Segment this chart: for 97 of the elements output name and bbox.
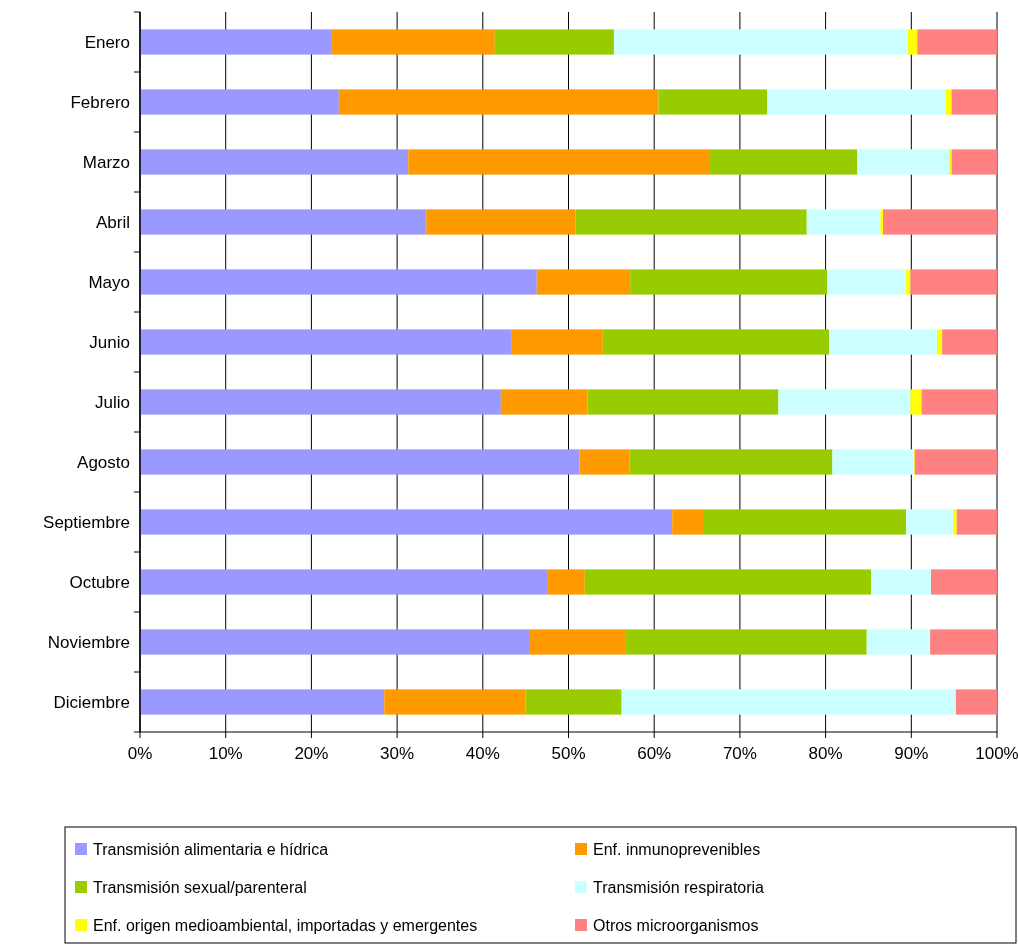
y-tick-label: Junio bbox=[89, 332, 130, 352]
bar bbox=[778, 389, 911, 415]
bar bbox=[806, 209, 881, 235]
bar bbox=[140, 89, 339, 115]
bar bbox=[703, 509, 907, 535]
x-tick-label: 50% bbox=[551, 744, 586, 763]
bar bbox=[140, 329, 512, 355]
bar bbox=[529, 629, 626, 655]
bar bbox=[906, 509, 954, 535]
bar bbox=[907, 29, 918, 55]
x-tick-label: 100% bbox=[975, 744, 1018, 763]
bar bbox=[883, 209, 997, 235]
bar bbox=[536, 269, 631, 295]
x-tick-label: 80% bbox=[808, 744, 843, 763]
bar bbox=[140, 149, 409, 175]
bar bbox=[827, 269, 907, 295]
bar bbox=[625, 629, 867, 655]
y-tick-label: Septiembre bbox=[43, 512, 130, 532]
bar bbox=[931, 569, 997, 595]
bar bbox=[951, 149, 997, 175]
bar bbox=[930, 629, 997, 655]
y-tick-label: Enero bbox=[84, 32, 130, 52]
bar bbox=[921, 389, 997, 415]
bar bbox=[767, 89, 946, 115]
bar bbox=[140, 449, 580, 475]
bar bbox=[871, 569, 932, 595]
bar bbox=[500, 389, 588, 415]
y-tick-label: Agosto bbox=[77, 452, 130, 472]
bar bbox=[547, 569, 585, 595]
bar bbox=[621, 689, 956, 715]
bar bbox=[331, 29, 495, 55]
x-tick-label: 10% bbox=[208, 744, 243, 763]
bar bbox=[832, 449, 914, 475]
bar bbox=[672, 509, 704, 535]
bar bbox=[910, 269, 997, 295]
x-tick-label: 40% bbox=[465, 744, 500, 763]
legend-label: Transmisión sexual/parenteral bbox=[93, 878, 307, 896]
bar bbox=[880, 209, 884, 235]
bar bbox=[602, 329, 830, 355]
bar bbox=[140, 509, 673, 535]
y-tick-label: Marzo bbox=[82, 152, 130, 172]
bar bbox=[140, 269, 537, 295]
bar bbox=[906, 269, 911, 295]
bar bbox=[937, 329, 943, 355]
y-tick-label: Diciembre bbox=[53, 692, 130, 712]
legend-label: Transmisión respiratoria bbox=[593, 878, 765, 896]
bar bbox=[910, 389, 922, 415]
bar bbox=[629, 449, 833, 475]
bar bbox=[579, 449, 630, 475]
bar bbox=[140, 29, 332, 55]
x-tick-label: 20% bbox=[294, 744, 329, 763]
bar bbox=[426, 209, 576, 235]
x-tick-label: 0% bbox=[127, 744, 153, 763]
y-tick-label: Abril bbox=[95, 212, 130, 232]
bar bbox=[140, 209, 427, 235]
x-tick-label: 90% bbox=[894, 744, 929, 763]
bar bbox=[956, 509, 997, 535]
bar bbox=[613, 29, 908, 55]
bar bbox=[384, 689, 526, 715]
bar bbox=[917, 29, 997, 55]
legend-label: Enf. inmunoprevenibles bbox=[593, 840, 761, 858]
y-tick-label: Octubre bbox=[69, 572, 130, 592]
bar bbox=[494, 29, 614, 55]
bar bbox=[945, 89, 952, 115]
x-tick-label: 30% bbox=[380, 744, 415, 763]
bar bbox=[829, 329, 938, 355]
bar bbox=[575, 209, 807, 235]
bar bbox=[914, 449, 997, 475]
legend-label: Transmisión alimentaria e hídrica bbox=[93, 840, 329, 858]
bar bbox=[866, 629, 931, 655]
legend-label: Enf. origen medioambiental, importadas y emergentes bbox=[93, 916, 478, 934]
bar bbox=[587, 389, 779, 415]
bar bbox=[942, 329, 997, 355]
x-tick-label: 70% bbox=[722, 744, 757, 763]
bar bbox=[658, 89, 768, 115]
y-tick-label: Noviembre bbox=[47, 632, 130, 652]
bar bbox=[140, 629, 530, 655]
legend-label: Otros microorganismos bbox=[593, 916, 759, 934]
bar bbox=[955, 689, 997, 715]
bar bbox=[630, 269, 828, 295]
bar bbox=[140, 569, 548, 595]
bar bbox=[951, 89, 997, 115]
bar bbox=[140, 689, 385, 715]
x-tick-label: 60% bbox=[637, 744, 672, 763]
bar bbox=[525, 689, 622, 715]
y-tick-label: Mayo bbox=[88, 272, 130, 292]
y-tick-label: Julio bbox=[95, 392, 130, 412]
bar bbox=[709, 149, 858, 175]
bar bbox=[584, 569, 872, 595]
bar bbox=[140, 389, 501, 415]
bar bbox=[953, 509, 957, 535]
bar bbox=[857, 149, 950, 175]
bar bbox=[949, 149, 952, 175]
bar bbox=[338, 89, 659, 115]
bar bbox=[511, 329, 603, 355]
y-tick-label: Febrero bbox=[70, 92, 130, 112]
bar bbox=[408, 149, 710, 175]
